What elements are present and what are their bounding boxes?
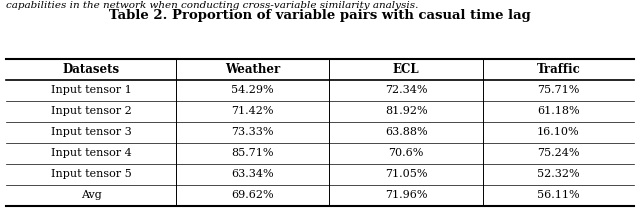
Text: 70.6%: 70.6% xyxy=(388,148,424,158)
Text: 85.71%: 85.71% xyxy=(231,148,274,158)
Text: Input tensor 5: Input tensor 5 xyxy=(51,169,131,179)
Text: 61.18%: 61.18% xyxy=(537,106,580,116)
Text: capabilities in the network when conducting cross-variable similarity analysis.: capabilities in the network when conduct… xyxy=(6,1,419,10)
Text: Input tensor 1: Input tensor 1 xyxy=(51,85,131,95)
Text: Avg: Avg xyxy=(81,190,102,200)
Text: Input tensor 3: Input tensor 3 xyxy=(51,127,131,137)
Text: 72.34%: 72.34% xyxy=(385,85,428,95)
Text: 63.88%: 63.88% xyxy=(385,127,428,137)
Text: Input tensor 4: Input tensor 4 xyxy=(51,148,131,158)
Text: Input tensor 2: Input tensor 2 xyxy=(51,106,131,116)
Text: 71.96%: 71.96% xyxy=(385,190,428,200)
Text: Table 2. Proportion of variable pairs with casual time lag: Table 2. Proportion of variable pairs wi… xyxy=(109,9,531,22)
Text: 75.24%: 75.24% xyxy=(537,148,580,158)
Text: 81.92%: 81.92% xyxy=(385,106,428,116)
Text: 75.71%: 75.71% xyxy=(537,85,580,95)
Text: Traffic: Traffic xyxy=(536,63,580,76)
Text: ECL: ECL xyxy=(393,63,420,76)
Text: 73.33%: 73.33% xyxy=(231,127,274,137)
Text: Weather: Weather xyxy=(225,63,280,76)
Text: 54.29%: 54.29% xyxy=(231,85,274,95)
Text: 16.10%: 16.10% xyxy=(537,127,580,137)
Text: 52.32%: 52.32% xyxy=(537,169,580,179)
Text: 56.11%: 56.11% xyxy=(537,190,580,200)
Text: 63.34%: 63.34% xyxy=(231,169,274,179)
Text: 71.05%: 71.05% xyxy=(385,169,428,179)
Text: Datasets: Datasets xyxy=(63,63,120,76)
Text: 71.42%: 71.42% xyxy=(231,106,274,116)
Text: 69.62%: 69.62% xyxy=(231,190,274,200)
